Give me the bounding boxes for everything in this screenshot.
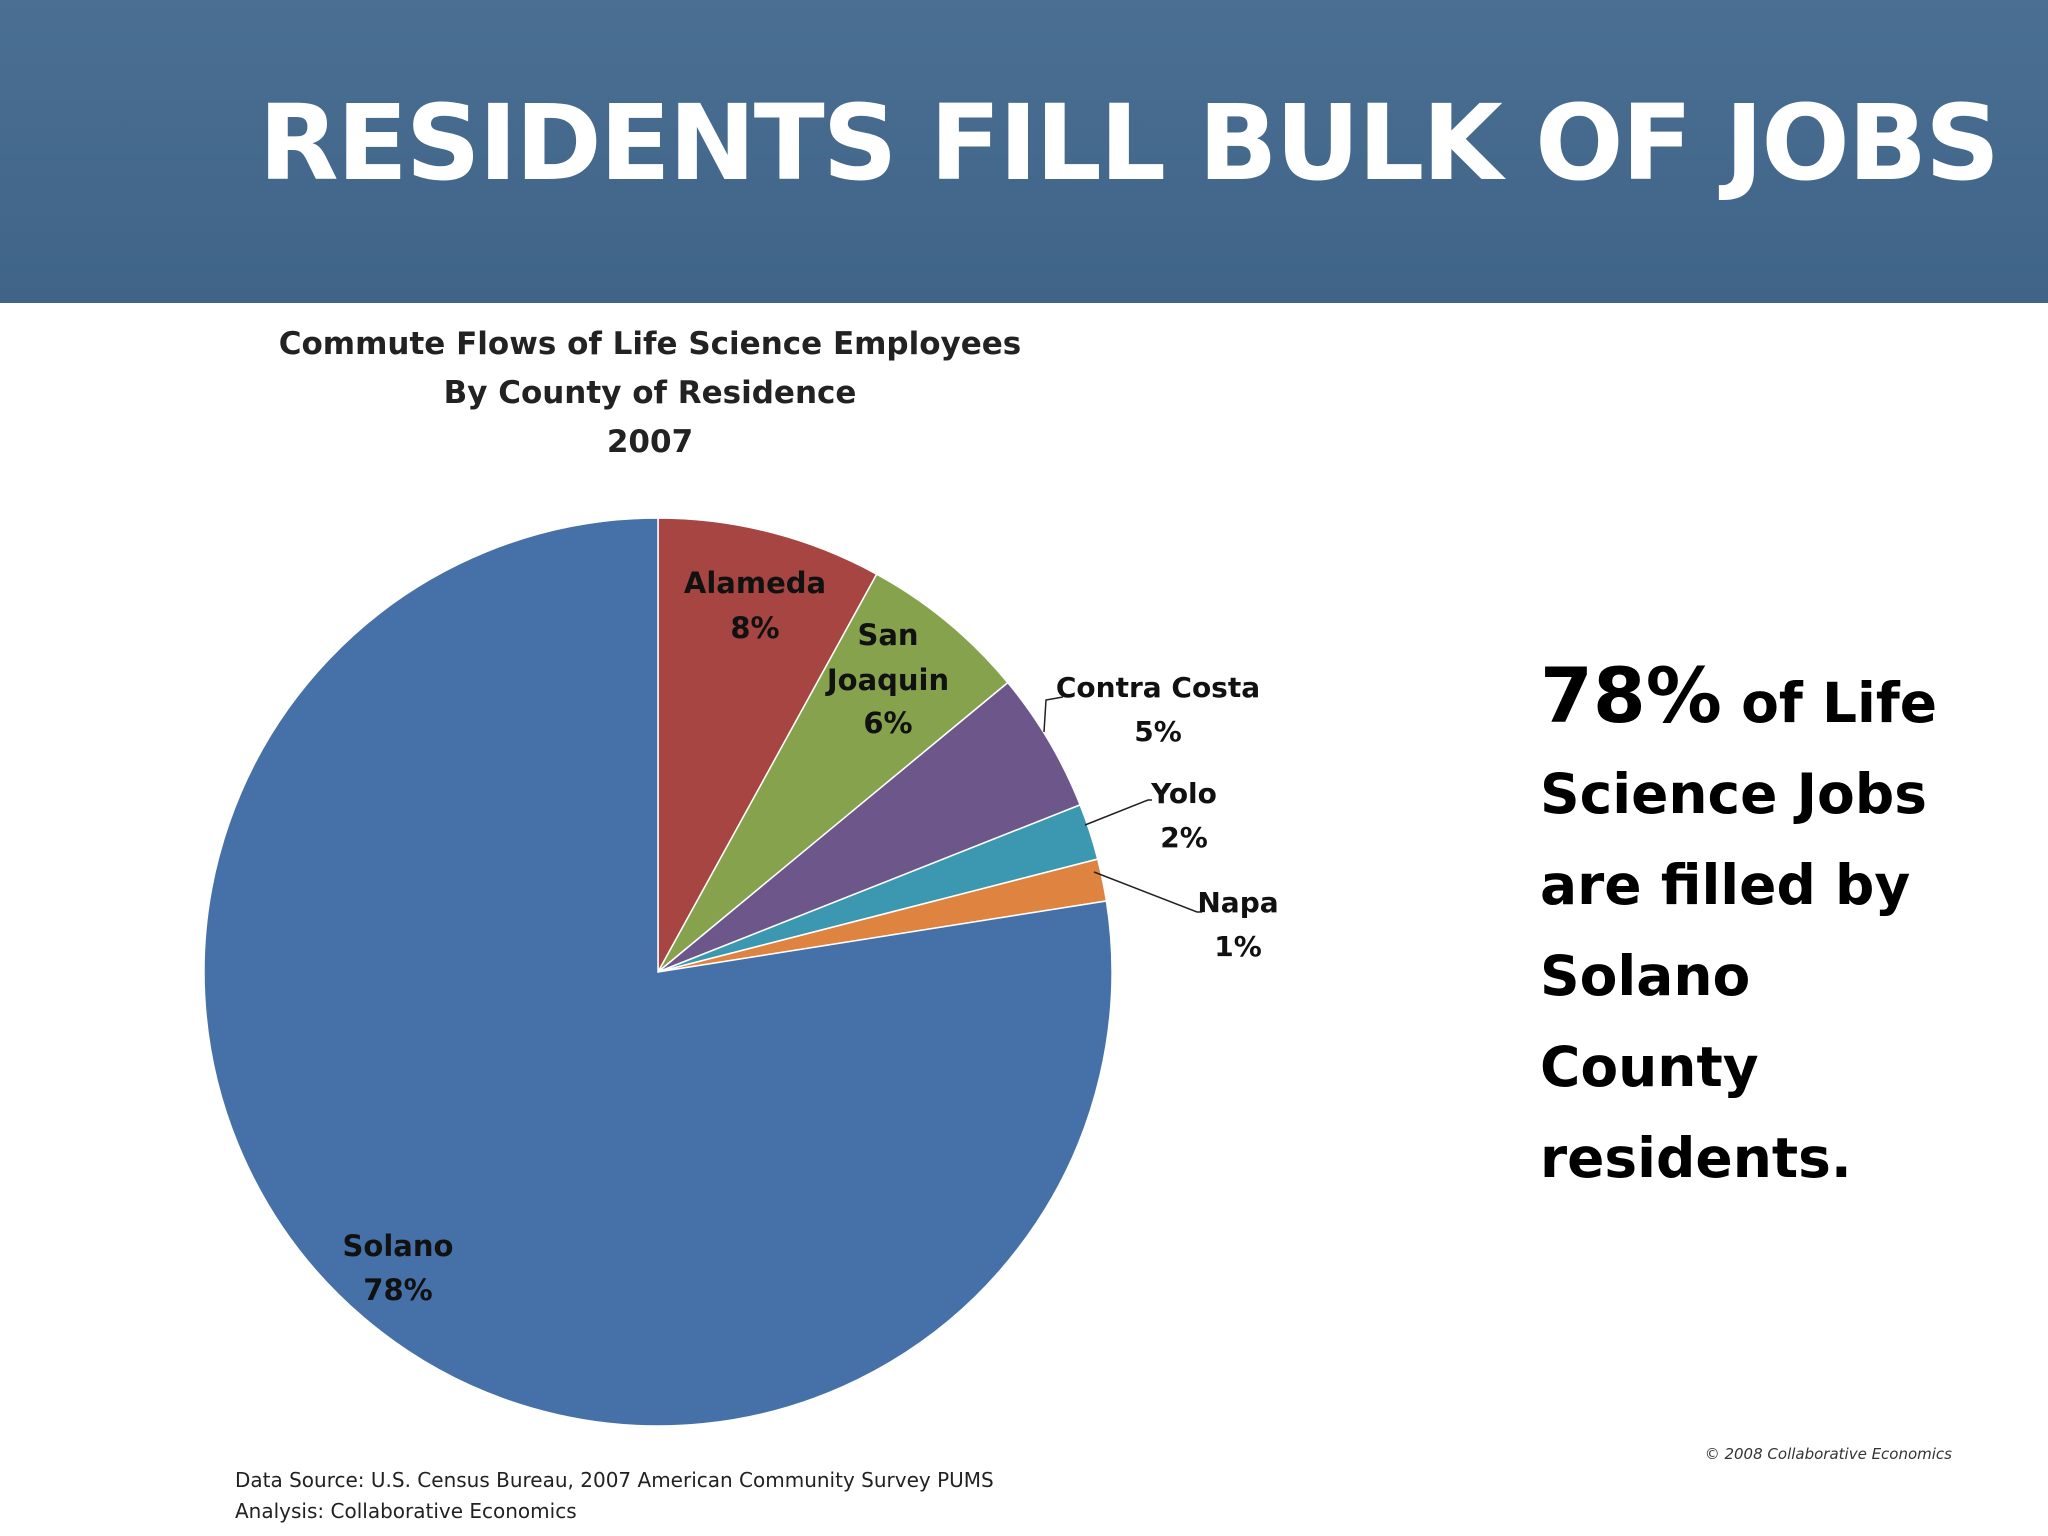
slide-header: RESIDENTS FILL BULK OF JOBS <box>0 0 2048 303</box>
chart-title-line-3: 2007 <box>606 424 694 460</box>
slice-name-label-napa: Napa <box>1197 886 1278 919</box>
slice-name-label-alameda: Alameda <box>684 566 826 600</box>
slice-value-label-contra-costa: 5% <box>1134 715 1182 748</box>
slice-value-label-yolo: 2% <box>1160 821 1208 854</box>
slice-value-label-san-joaquin: 6% <box>863 706 912 740</box>
copyright-note: © 2008 Collaborative Economics <box>1704 1445 1952 1463</box>
pie-slice-alameda <box>657 517 878 973</box>
leader-line-yolo <box>1084 799 1152 826</box>
slice-name-label-solano: Solano <box>343 1229 454 1263</box>
pie-slice-san-joaquin <box>657 573 1009 973</box>
callout-text: 78% of Life Science Jobs are filled by S… <box>1540 650 1960 1204</box>
data-source-note: Data Source: U.S. Census Bureau, 2007 Am… <box>235 1465 994 1527</box>
leader-line-napa <box>1093 871 1202 913</box>
pie-slice-contra-costa <box>657 681 1082 973</box>
slice-name-label-san-joaquin: San <box>857 618 918 652</box>
analysis-line: Analysis: Collaborative Economics <box>235 1499 577 1523</box>
chart-title-line-2: By County of Residence <box>443 375 857 411</box>
slice-name-label-contra-costa: Contra Costa <box>1056 671 1260 704</box>
leader-line-contra-costa <box>1043 696 1064 733</box>
chart-title-line-1: Commute Flows of Life Science Employees <box>278 326 1022 362</box>
slice-value-label-napa: 1% <box>1214 930 1262 963</box>
slide-title: RESIDENTS FILL BULK OF JOBS <box>258 82 2000 204</box>
slice-name-label-yolo: Yolo <box>1150 777 1217 810</box>
callout-percent: 78% <box>1540 651 1722 740</box>
data-source-line: Data Source: U.S. Census Bureau, 2007 Am… <box>235 1468 994 1492</box>
slice-name-label-san-joaquin: Joaquin <box>825 663 949 697</box>
pie-slice-solano <box>203 517 1113 1427</box>
slice-value-label-solano: 78% <box>363 1273 432 1307</box>
chart-title: Commute Flows of Life Science Employees … <box>250 320 1050 467</box>
slice-value-label-alameda: 8% <box>730 611 779 645</box>
callout-body: of Life Science Jobs are filled by Solan… <box>1540 671 1938 1190</box>
